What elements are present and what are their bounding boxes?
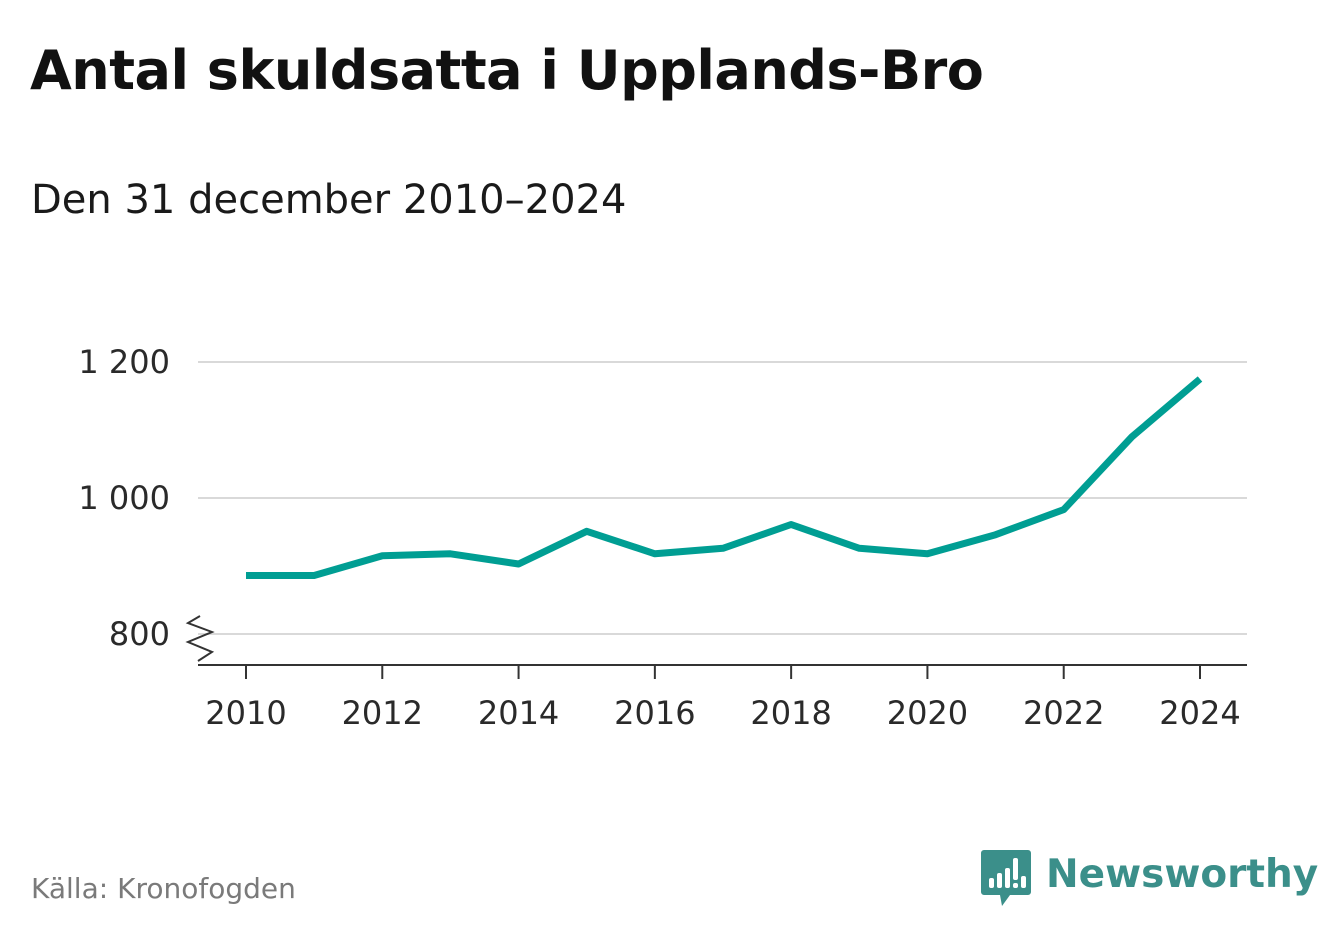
axis-break-mark bbox=[185, 615, 215, 662]
y-axis-break bbox=[185, 615, 215, 662]
x-tick-label: 2010 bbox=[205, 694, 286, 732]
x-axis-ticks: 2010 2012 2014 2016 2018 2020 2022 2024 bbox=[205, 665, 1241, 732]
newsworthy-logo-icon bbox=[981, 850, 1031, 906]
x-tick-label: 2022 bbox=[1023, 694, 1104, 732]
x-tick-label: 2018 bbox=[750, 694, 831, 732]
y-axis-ticks: 800 1 000 1 200 bbox=[78, 343, 170, 653]
source-note: Källa: Kronofogden bbox=[31, 872, 296, 905]
y-tick-label: 1 000 bbox=[78, 479, 170, 517]
x-tick-label: 2024 bbox=[1159, 694, 1240, 732]
x-tick-label: 2016 bbox=[614, 694, 695, 732]
brand: Newsworthy bbox=[980, 848, 1318, 910]
series-group bbox=[246, 376, 1203, 579]
grid-lines bbox=[198, 361, 1247, 635]
chart-subtitle: Den 31 december 2010–2024 bbox=[31, 177, 627, 223]
x-tick-label: 2012 bbox=[342, 694, 423, 732]
y-tick-label: 1 200 bbox=[78, 343, 170, 381]
chart-title: Antal skuldsatta i Upplands-Bro bbox=[30, 39, 984, 102]
x-tick-label: 2020 bbox=[887, 694, 968, 732]
y-tick-label: 800 bbox=[109, 615, 170, 653]
series-line bbox=[246, 376, 1203, 579]
x-tick-label: 2014 bbox=[478, 694, 559, 732]
brand-name: Newsworthy bbox=[1046, 852, 1319, 897]
